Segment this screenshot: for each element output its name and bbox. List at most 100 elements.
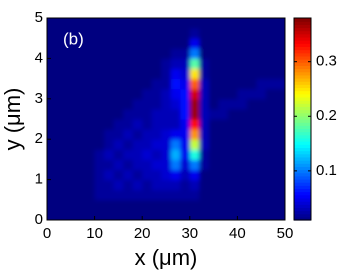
heatmap-cell: [161, 169, 172, 181]
heatmap-cell: [189, 18, 200, 29]
heatmap-cell: [142, 98, 153, 110]
heatmap-cell: [85, 38, 96, 49]
heatmap-cell: [94, 28, 105, 39]
colorbar-segment: [294, 163, 311, 167]
heatmap-cell: [161, 179, 172, 191]
heatmap-cell: [189, 139, 200, 150]
heatmap-cell: [104, 38, 115, 49]
heatmap-cell: [170, 199, 181, 211]
heatmap-cell: [75, 98, 86, 110]
colorbar-segment: [294, 59, 311, 63]
heatmap-cell: [161, 58, 172, 69]
heatmap-cell: [218, 149, 229, 160]
heatmap-cell: [142, 139, 153, 150]
heatmap-cell: [113, 88, 124, 100]
heatmap-cell: [227, 88, 238, 100]
heatmap-cell: [227, 199, 238, 211]
heatmap-cell: [189, 199, 200, 211]
heatmap-cell: [237, 38, 248, 49]
heatmap-cell: [218, 169, 229, 181]
heatmap-cell: [123, 68, 134, 80]
heatmap-cell: [227, 169, 238, 181]
heatmap-cell: [275, 28, 285, 39]
plot-frame: [46, 17, 286, 221]
heatmap-cell: [104, 28, 115, 39]
heatmap-cell: [104, 88, 115, 100]
colorbar-segment: [294, 188, 311, 193]
colorbar-segment: [294, 141, 311, 145]
heatmap-cell: [66, 88, 77, 100]
heatmap-cell: [246, 199, 257, 211]
heatmap-cell: [180, 108, 191, 120]
heatmap-cell: [237, 139, 248, 150]
heatmap-cell: [161, 149, 172, 160]
heatmap-cell: [199, 169, 210, 181]
heatmap-cell: [256, 159, 267, 170]
x-tick-label: 50: [277, 225, 294, 242]
heatmap-cell: [265, 18, 276, 29]
heatmap-cell: [85, 129, 96, 140]
heatmap-cell: [151, 98, 162, 110]
heatmap-cell: [170, 68, 181, 80]
heatmap-cell: [104, 98, 115, 110]
heatmap-cell: [256, 139, 267, 150]
heatmap-cell: [151, 108, 162, 120]
heatmap-cell: [218, 209, 229, 220]
colorbar-segment: [294, 166, 311, 171]
colorbar-segment: [294, 87, 311, 92]
heatmap-cell: [113, 108, 124, 120]
heatmap-cell: [170, 149, 181, 160]
heatmap-cell: [256, 98, 267, 110]
heatmap-cell: [56, 209, 67, 220]
heatmap-cell: [199, 78, 210, 90]
heatmap-cell: [113, 149, 124, 160]
heatmap-cell: [75, 189, 86, 201]
heatmap-cell: [113, 18, 124, 29]
x-tick-label: 10: [86, 225, 103, 242]
heatmap-cell: [113, 199, 124, 211]
heatmap-cell: [142, 108, 153, 120]
heatmap-cell: [180, 68, 191, 80]
heatmap-cell: [94, 68, 105, 80]
x-tick-label: 0: [43, 225, 51, 242]
heatmap-cell: [256, 58, 267, 69]
colorbar-segment: [294, 81, 311, 85]
colorbar-segment: [294, 33, 311, 38]
heatmap-cell: [132, 98, 143, 110]
colorbar-segment: [294, 182, 311, 186]
colorbar-segment: [294, 71, 311, 76]
heatmap-cell: [246, 28, 257, 39]
heatmap-cell: [161, 48, 172, 59]
heatmap-cell: [208, 18, 219, 29]
heatmap-cell: [132, 199, 143, 211]
heatmap-cell: [123, 119, 134, 130]
heatmap-cell: [161, 28, 172, 39]
heatmap-cell: [265, 28, 276, 39]
heatmap-cell: [151, 18, 162, 29]
heatmap-cell: [180, 78, 191, 90]
heatmap-cell: [56, 149, 67, 160]
heatmap-cell: [47, 169, 58, 181]
heatmap-cell: [218, 189, 229, 201]
heatmap-cell: [85, 78, 96, 90]
heatmap-cell: [94, 159, 105, 170]
heatmap-cell: [170, 88, 181, 100]
heatmap-cell: [132, 28, 143, 39]
heatmap-cell: [151, 58, 162, 69]
heatmap-cell: [142, 48, 153, 59]
heatmap-cell: [189, 88, 200, 100]
heatmap-cell: [123, 78, 134, 90]
heatmap-cell: [218, 129, 229, 140]
heatmap-cell: [94, 48, 105, 59]
heatmap-cell: [94, 58, 105, 69]
heatmap-cell: [199, 159, 210, 170]
heatmap-cell: [113, 48, 124, 59]
heatmap-cell: [246, 48, 257, 59]
colorbar-segment: [294, 131, 311, 136]
heatmap-cell: [227, 129, 238, 140]
heatmap-cell: [246, 119, 257, 130]
heatmap-cell: [199, 68, 210, 80]
heatmap-area: [47, 18, 285, 220]
heatmap-cell: [227, 149, 238, 160]
heatmap-cell: [47, 108, 58, 120]
